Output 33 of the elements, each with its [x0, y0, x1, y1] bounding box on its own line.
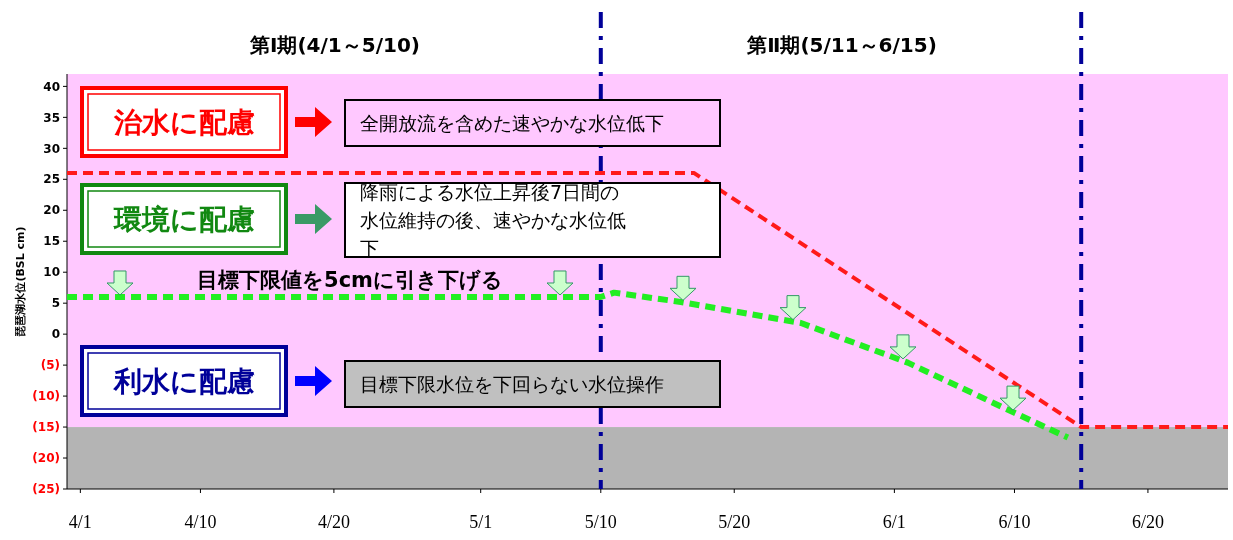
y-axis-title: 琵琶湖水位(BSL cm) [14, 226, 27, 337]
y-tick-label: (20) [32, 451, 60, 466]
y-tick-label: 5 [51, 296, 60, 311]
text: 第Ⅱ期(5/11～6/15) [746, 33, 937, 57]
y-tick-label: 40 [43, 79, 60, 94]
text: 第Ⅰ期(4/1～5/10) [249, 33, 420, 57]
x-tick-label: 6/1 [882, 512, 906, 532]
annotation: 治水に配慮 [112, 105, 255, 139]
annotation: 目標下限水位を下回らない水位操作 [360, 372, 664, 395]
y-tick-label: (10) [32, 389, 60, 404]
y-tick-label: 20 [43, 203, 60, 218]
y-tick-label: 0 [51, 327, 60, 342]
y-tick-label: (15) [32, 420, 60, 435]
y-tick-label: 35 [43, 110, 60, 125]
y-tick-label: 30 [43, 141, 60, 156]
x-tick-label: 4/1 [68, 512, 92, 532]
x-tick-label: 4/20 [317, 512, 350, 532]
x-tick-label: 5/20 [718, 512, 751, 532]
x-tick-label: 4/10 [184, 512, 217, 532]
y-tick-label: 25 [43, 172, 60, 187]
annotation: 降雨による水位上昇後7日間の水位維持の後、速やかな水位低下 [360, 180, 626, 259]
x-tick-label: 5/10 [584, 512, 617, 532]
annotation: 環境に配慮 [112, 202, 255, 236]
y-tick-label: 10 [43, 265, 60, 280]
x-tick-label: 5/1 [469, 512, 493, 532]
y-tick-label: (5) [40, 358, 60, 373]
annotation: 全開放流を含めた速やかな水位低下 [360, 111, 664, 134]
annotation: 利水に配慮 [112, 364, 255, 398]
y-tick-label: 15 [43, 234, 60, 249]
y-tick-label: (25) [32, 482, 60, 497]
x-tick-label: 6/10 [998, 512, 1031, 532]
annotation: 目標下限値を5cmに引き下げる [197, 268, 503, 292]
x-tick-label: 6/20 [1131, 512, 1164, 532]
